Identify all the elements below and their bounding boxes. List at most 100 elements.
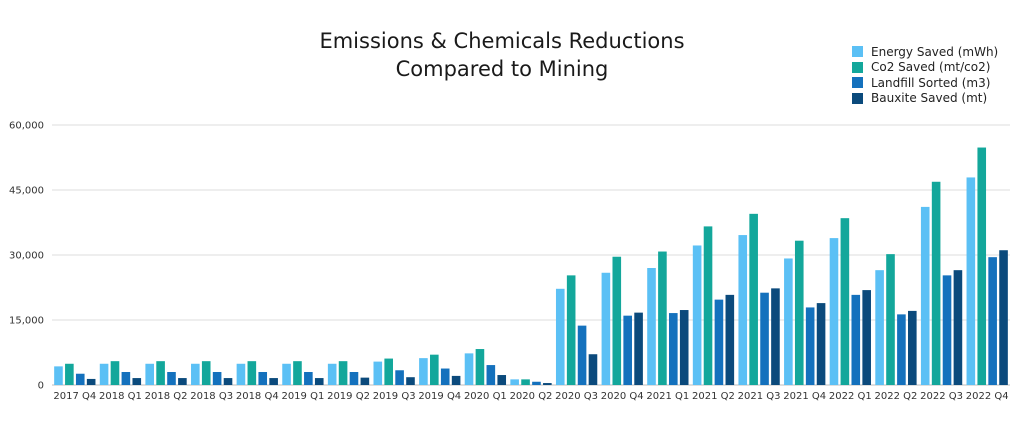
- legend-swatch-co2: [852, 61, 863, 73]
- bar: [851, 294, 861, 385]
- x-tick-label: 2022 Q4: [966, 391, 1009, 402]
- bar: [110, 361, 120, 385]
- bar: [497, 375, 507, 385]
- bar: [464, 353, 474, 385]
- bar: [430, 354, 439, 385]
- x-tick-label: 2019 Q3: [373, 391, 416, 402]
- y-tick-label: 15,000: [9, 316, 44, 327]
- legend-swatch-bauxite: [852, 92, 863, 104]
- x-tick-label: 2019 Q4: [418, 391, 461, 402]
- x-tick-label: 2019 Q1: [281, 391, 324, 402]
- bar: [749, 213, 758, 385]
- legend-swatch-energy: [852, 46, 863, 58]
- bar: [612, 256, 622, 385]
- bar: [543, 383, 552, 385]
- bar: [840, 218, 850, 385]
- gridlines: [52, 124, 1010, 386]
- x-tick-label: 2020 Q2: [510, 391, 553, 402]
- x-tick-label: 2022 Q1: [829, 391, 872, 402]
- bar: [999, 250, 1008, 385]
- bar: [269, 378, 278, 385]
- x-tick-label: 2018 Q1: [99, 391, 142, 402]
- bar: [738, 235, 748, 385]
- bar: [201, 361, 211, 385]
- x-tick-label: 2020 Q1: [464, 391, 507, 402]
- legend-item-landfill: Landfill Sorted (m3): [852, 75, 998, 91]
- bar: [510, 379, 519, 385]
- bar: [293, 361, 302, 385]
- x-tick-label: 2020 Q3: [555, 391, 598, 402]
- bar: [805, 307, 815, 385]
- bar: [771, 288, 780, 385]
- x-tick-label: 2018 Q4: [236, 391, 279, 402]
- bar: [908, 310, 917, 385]
- bar: [658, 251, 667, 385]
- legend-label-bauxite: Bauxite Saved (mt): [871, 91, 988, 106]
- bar: [327, 363, 337, 385]
- legend-item-co2: Co2 Saved (mt/co2): [852, 60, 998, 76]
- bar: [384, 358, 393, 385]
- y-tick-label: 60,000: [9, 121, 44, 132]
- x-tick-label: 2018 Q3: [190, 391, 233, 402]
- bar: [54, 366, 63, 385]
- bar: [258, 372, 268, 385]
- bar: [395, 370, 404, 385]
- bar: [794, 240, 804, 385]
- x-axis: 2017 Q4 2018 Q1 2018 Q2 2018 Q3 2018 Q4 2019 …: [53, 391, 1008, 402]
- x-tick-label: 2021 Q1: [646, 391, 689, 402]
- bar: [784, 258, 793, 385]
- bar: [679, 310, 689, 385]
- legend-label-energy: Energy Saved (mWh): [871, 44, 999, 59]
- bar: [588, 354, 598, 385]
- bar: [338, 361, 348, 385]
- bar: [566, 275, 576, 385]
- bar: [451, 375, 461, 385]
- bar: [486, 365, 496, 385]
- bar: [223, 378, 233, 385]
- chart-legend: Energy Saved (mWh) Co2 Saved (mt/co2) La…: [852, 44, 998, 106]
- bar: [703, 226, 713, 385]
- legend-item-bauxite: Bauxite Saved (mt): [852, 91, 998, 107]
- bar: [373, 361, 383, 385]
- bar: [988, 257, 997, 385]
- x-tick-label: 2021 Q4: [783, 391, 826, 402]
- bar: [191, 363, 200, 385]
- legend-label-landfill: Landfill Sorted (m3): [871, 75, 991, 90]
- x-tick-label: 2021 Q3: [738, 391, 781, 402]
- bar: [647, 268, 656, 385]
- x-tick-label: 2021 Q2: [692, 391, 735, 402]
- bar: [862, 290, 871, 385]
- bar: [65, 363, 74, 385]
- bar: [692, 245, 702, 385]
- bar: [521, 379, 530, 385]
- bar: [875, 270, 884, 385]
- bar: [816, 303, 826, 385]
- bar: [669, 313, 678, 385]
- bars: [54, 147, 1008, 385]
- bar: [156, 361, 165, 385]
- bar: [167, 372, 176, 385]
- bar: [440, 368, 450, 385]
- chart-title: Emissions & Chemicals Reductions Compare…: [252, 27, 752, 83]
- bar: [555, 288, 565, 385]
- bar: [897, 314, 906, 385]
- y-tick-label: 30,000: [9, 251, 44, 262]
- bar: [247, 361, 257, 385]
- legend-swatch-landfill: [852, 77, 863, 89]
- bar: [623, 315, 632, 385]
- bar: [406, 377, 415, 385]
- bar: [75, 373, 85, 385]
- y-tick-label: 0: [38, 381, 44, 392]
- bar: [236, 363, 246, 385]
- bar: [212, 372, 222, 385]
- bar: [577, 325, 587, 385]
- bar: [977, 147, 987, 385]
- x-tick-label: 2019 Q2: [327, 391, 370, 402]
- bar: [475, 349, 485, 385]
- bar: [714, 299, 724, 385]
- bar: [931, 181, 941, 385]
- bar: [760, 292, 769, 385]
- bar: [360, 377, 370, 385]
- bar: [532, 381, 541, 385]
